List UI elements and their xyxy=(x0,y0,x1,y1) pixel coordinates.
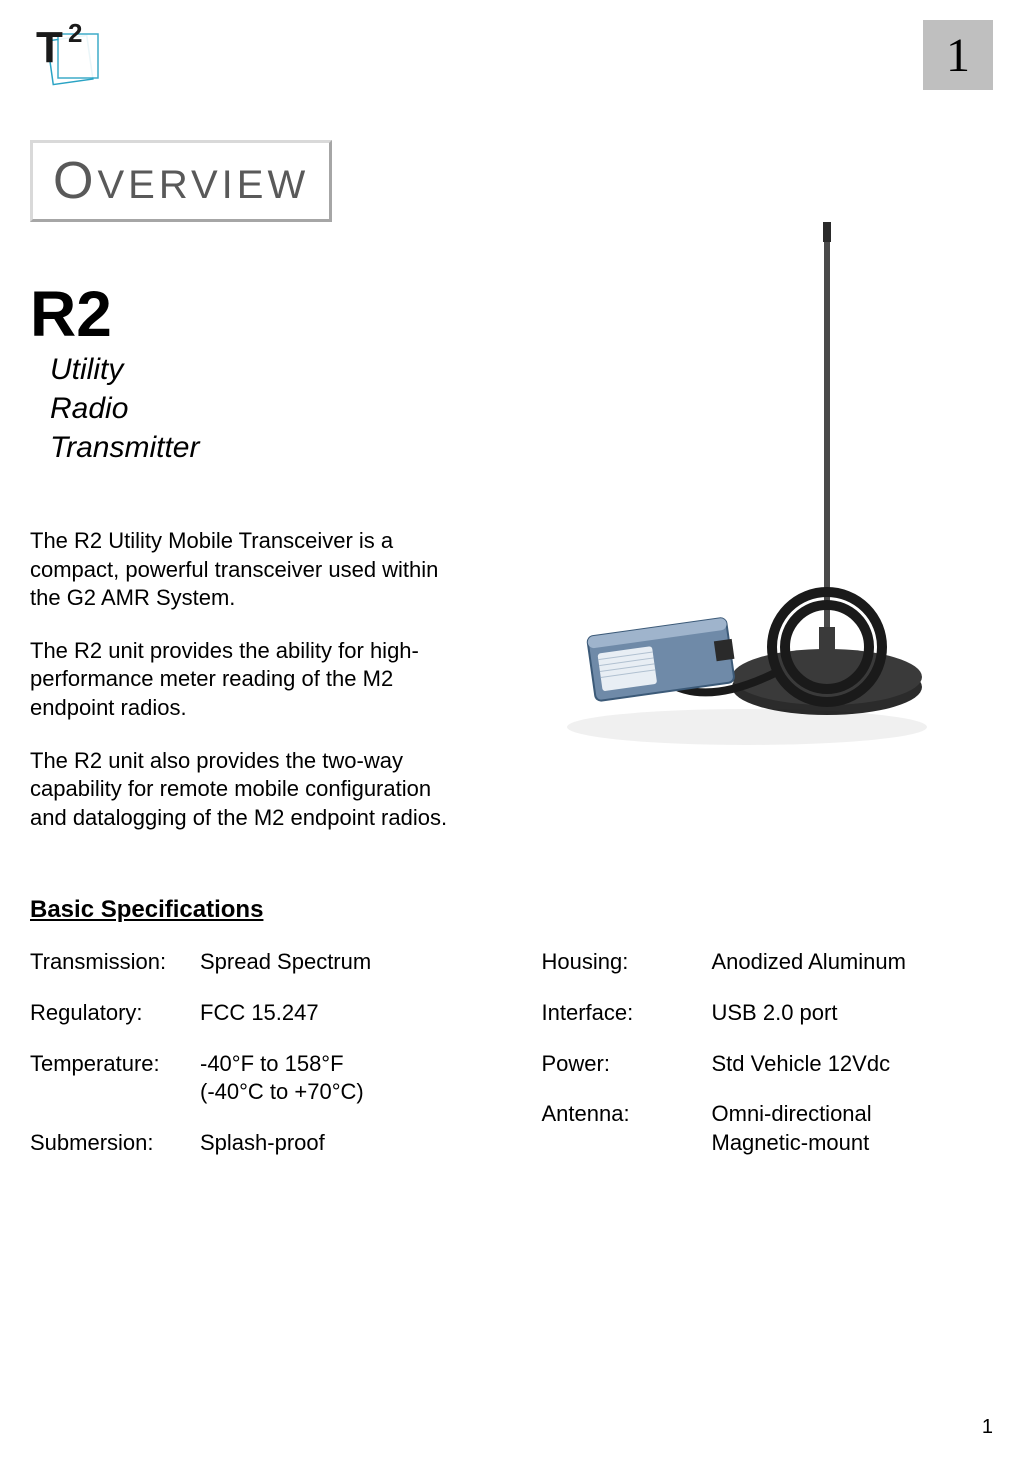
chapter-number: 1 xyxy=(946,28,970,83)
spec-label: Power: xyxy=(542,1050,712,1079)
spec-item: Submersion: Splash-proof xyxy=(30,1129,482,1158)
spec-value: Anodized Aluminum xyxy=(712,948,994,977)
paragraph: The R2 unit also provides the two-way ca… xyxy=(30,747,450,833)
spec-label: Housing: xyxy=(542,948,712,977)
spec-item: Power: Std Vehicle 12Vdc xyxy=(542,1050,994,1079)
spec-value: FCC 15.247 xyxy=(200,999,482,1028)
spec-label: Temperature: xyxy=(30,1050,200,1107)
spec-value: USB 2.0 port xyxy=(712,999,994,1028)
page-number: 1 xyxy=(982,1416,993,1439)
paragraph: The R2 Utility Mobile Transceiver is a c… xyxy=(30,527,450,613)
svg-text:T: T xyxy=(36,23,63,72)
specs-col-right: Housing: Anodized Aluminum Interface: US… xyxy=(542,948,994,1179)
page-header: T 2 1 xyxy=(30,20,993,90)
body-row: The R2 Utility Mobile Transceiver is a c… xyxy=(30,527,993,856)
spec-label: Interface: xyxy=(542,999,712,1028)
spec-label: Antenna: xyxy=(542,1100,712,1157)
spec-item: Housing: Anodized Aluminum xyxy=(542,948,994,977)
product-image xyxy=(527,207,947,767)
spec-item: Temperature: -40°F to 158°F (-40°C to +7… xyxy=(30,1050,482,1107)
page: T 2 1 OVERVIEW R2 Utility Radio Transmit… xyxy=(0,0,1023,1459)
spec-item: Antenna: Omni-directional Magnetic-mount xyxy=(542,1100,994,1157)
spec-item: Interface: USB 2.0 port xyxy=(542,999,994,1028)
spec-item: Transmission: Spread Spectrum xyxy=(30,948,482,977)
spec-value: Spread Spectrum xyxy=(200,948,482,977)
spec-label: Submersion: xyxy=(30,1129,200,1158)
specs-columns: Transmission: Spread Spectrum Regulatory… xyxy=(30,948,993,1179)
spec-value: Omni-directional Magnetic-mount xyxy=(712,1100,994,1157)
specs-heading: Basic Specifications xyxy=(30,896,993,924)
spec-label: Regulatory: xyxy=(30,999,200,1028)
svg-text:2: 2 xyxy=(68,20,82,48)
section-title: OVERVIEW xyxy=(53,163,309,207)
spec-value: -40°F to 158°F (-40°C to +70°C) xyxy=(200,1050,482,1107)
spec-value: Std Vehicle 12Vdc xyxy=(712,1050,994,1079)
logo-t2: T 2 xyxy=(30,20,120,90)
specs-col-left: Transmission: Spread Spectrum Regulatory… xyxy=(30,948,482,1179)
spec-label: Transmission: xyxy=(30,948,200,977)
section-title-box: OVERVIEW xyxy=(30,140,332,222)
body-text: The R2 Utility Mobile Transceiver is a c… xyxy=(30,527,450,856)
paragraph: The R2 unit provides the ability for hig… xyxy=(30,637,450,723)
chapter-number-box: 1 xyxy=(923,20,993,90)
product-image-region xyxy=(480,207,993,856)
spec-value: Splash-proof xyxy=(200,1129,482,1158)
spec-item: Regulatory: FCC 15.247 xyxy=(30,999,482,1028)
